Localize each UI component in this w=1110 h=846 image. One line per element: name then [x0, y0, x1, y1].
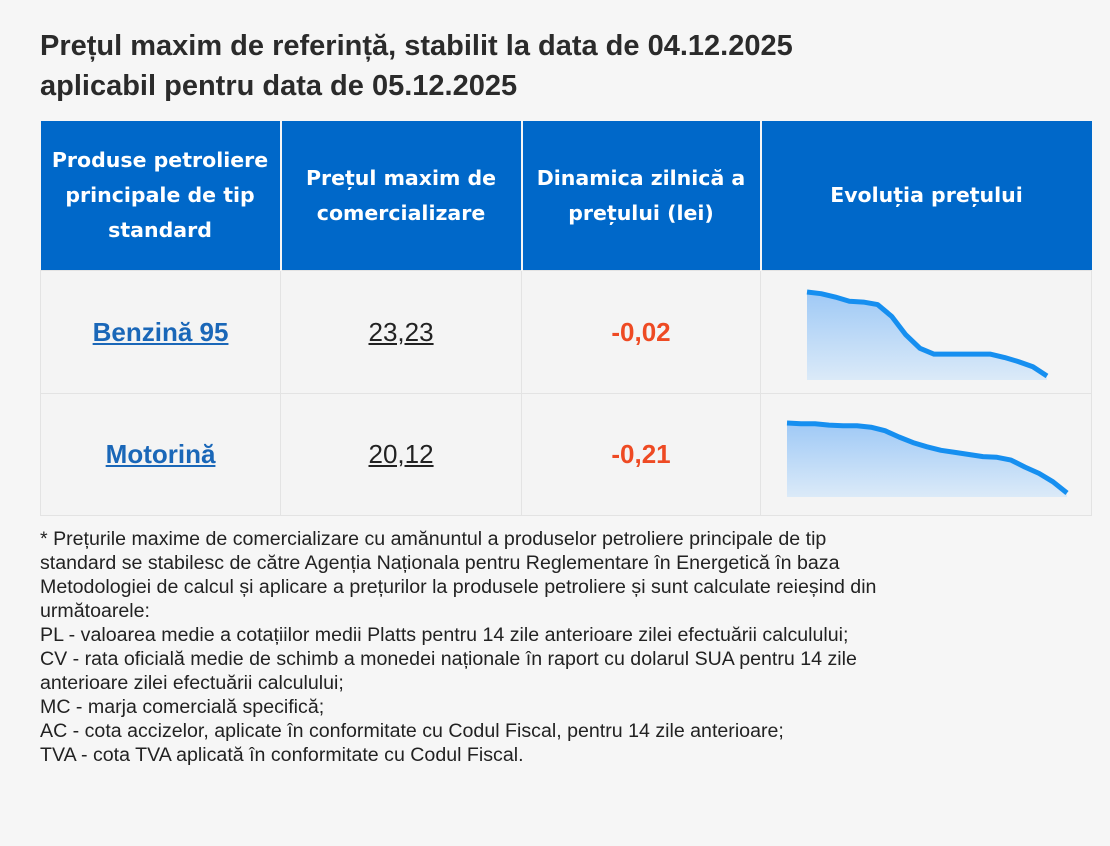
title-line: Prețul maxim de referință, stabilit la d…: [40, 30, 793, 62]
footnote-line: MC - marja comercială specifică;: [40, 696, 325, 718]
price-table: Produse petroliere principale de tip stand…: [39, 121, 1092, 516]
table-row: Benzină 95 23,23 -0,02: [39, 270, 1092, 394]
table-row: Motorină 20,12 -0,21: [39, 393, 1092, 516]
header-price-evolution: Evoluția prețului: [760, 121, 1092, 271]
footnote-line: standard se stabilesc de către Agenția N…: [40, 552, 840, 574]
footnote-line: TVA - cota TVA aplicată în conformitate …: [40, 744, 524, 766]
product-link-motorina[interactable]: Motorină: [105, 439, 216, 469]
sparkline-line: [806, 289, 1049, 379]
header-products: Produse petroliere principale de tip stand…: [40, 121, 282, 271]
sparkline-line: [786, 420, 1069, 495]
title-line: aplicabil pentru data de 05.12.2025: [40, 70, 518, 102]
daily-dynamic: -0,02: [611, 316, 671, 347]
product-link-benzina-95[interactable]: Benzină 95: [92, 316, 229, 347]
sparkline-area: [807, 292, 1047, 380]
sparkline-benzina-95: [806, 289, 1049, 380]
footnote-line: * Prețurile maxime de comercializare cu …: [40, 528, 827, 550]
header-daily-dynamic: Dinamica zilnică a prețului (lei): [521, 121, 762, 271]
daily-dynamic: -0,21: [611, 439, 671, 469]
footnote-line: Metodologiei de calcul și aplicare a pre…: [40, 576, 877, 598]
footnote-line: CV - rata oficială medie de schimb a mon…: [40, 648, 857, 670]
footnote: * Prețurile maxime de comercializare cu …: [40, 527, 876, 767]
footnote-line: anterioare zilei efectuării calculului;: [40, 672, 344, 694]
sparkline-motorina: [786, 420, 1069, 497]
footnote-line: următoarele:: [40, 600, 150, 622]
footnote-line: AC - cota accizelor, aplicate în conform…: [40, 720, 784, 742]
max-price[interactable]: 20,12: [368, 439, 434, 469]
footnote-line: PL - valoarea medie a cotațiilor medii P…: [40, 624, 849, 646]
page-title: Prețul maxim de referință, stabilit la d…: [40, 26, 793, 106]
header-max-price: Prețul maxim de comercializare: [280, 121, 523, 271]
sparkline-area: [787, 423, 1067, 497]
max-price[interactable]: 23,23: [368, 316, 434, 347]
